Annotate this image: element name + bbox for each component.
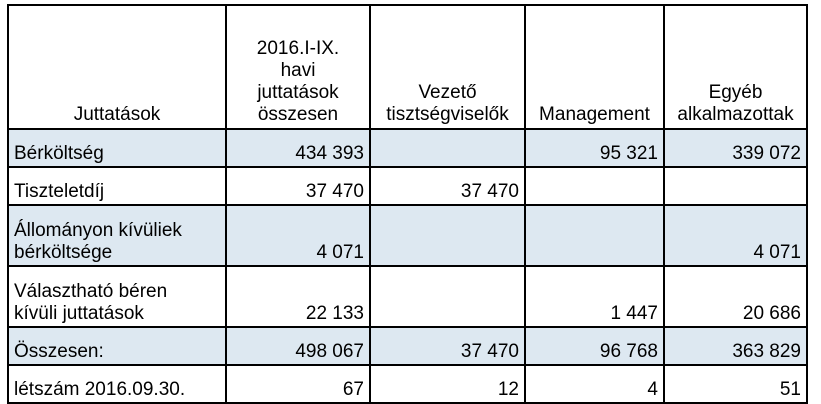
cell-vezeto — [369, 128, 526, 168]
cell-total: 22 133 — [225, 265, 371, 328]
header-vezeto: Vezető tisztségviselők — [369, 4, 526, 130]
cell-egyeb: 51 — [663, 364, 808, 404]
table-row-headcount: létszám 2016.09.30. 67 12 4 51 — [7, 364, 808, 404]
cell-management: 1 447 — [524, 265, 665, 328]
cell-total: 4 071 — [225, 204, 371, 267]
cell-egyeb: 363 829 — [663, 326, 808, 366]
row-label: Állományon kívüliek bérköltsége — [7, 204, 227, 267]
cell-total: 37 470 — [225, 166, 371, 206]
cell-management — [524, 166, 665, 206]
row-label: létszám 2016.09.30. — [7, 364, 227, 404]
cell-egyeb: 339 072 — [663, 128, 808, 168]
benefits-table: Juttatások 2016.I-IX. havi juttatások ös… — [7, 4, 808, 404]
cell-vezeto: 37 470 — [369, 326, 526, 366]
cell-egyeb: 4 071 — [663, 204, 808, 267]
cell-management: 95 321 — [524, 128, 665, 168]
row-label: Választható béren kívüli juttatások — [7, 265, 227, 328]
row-label: Tiszteletdíj — [7, 166, 227, 206]
cell-vezeto — [369, 265, 526, 328]
table-row: Tiszteletdíj 37 470 37 470 — [7, 166, 808, 206]
cell-egyeb: 20 686 — [663, 265, 808, 328]
cell-vezeto: 37 470 — [369, 166, 526, 206]
table-row: Választható béren kívüli juttatások 22 1… — [7, 265, 808, 328]
row-label: Bérköltség — [7, 128, 227, 168]
cell-total: 434 393 — [225, 128, 371, 168]
header-juttatasok: Juttatások — [7, 4, 227, 130]
cell-management: 96 768 — [524, 326, 665, 366]
table-row: Állományon kívüliek bérköltsége 4 071 4 … — [7, 204, 808, 267]
header-egyeb: Egyéb alkalmazottak — [663, 4, 808, 130]
table-row-total: Összesen: 498 067 37 470 96 768 363 829 — [7, 326, 808, 366]
table-row: Bérköltség 434 393 95 321 339 072 — [7, 128, 808, 168]
cell-total: 67 — [225, 364, 371, 404]
cell-management: 4 — [524, 364, 665, 404]
cell-egyeb — [663, 166, 808, 206]
cell-vezeto — [369, 204, 526, 267]
cell-vezeto: 12 — [369, 364, 526, 404]
row-label: Összesen: — [7, 326, 227, 366]
header-total: 2016.I-IX. havi juttatások összesen — [225, 4, 371, 130]
header-row: Juttatások 2016.I-IX. havi juttatások ös… — [7, 4, 808, 130]
header-management: Management — [524, 4, 665, 130]
cell-total: 498 067 — [225, 326, 371, 366]
cell-management — [524, 204, 665, 267]
